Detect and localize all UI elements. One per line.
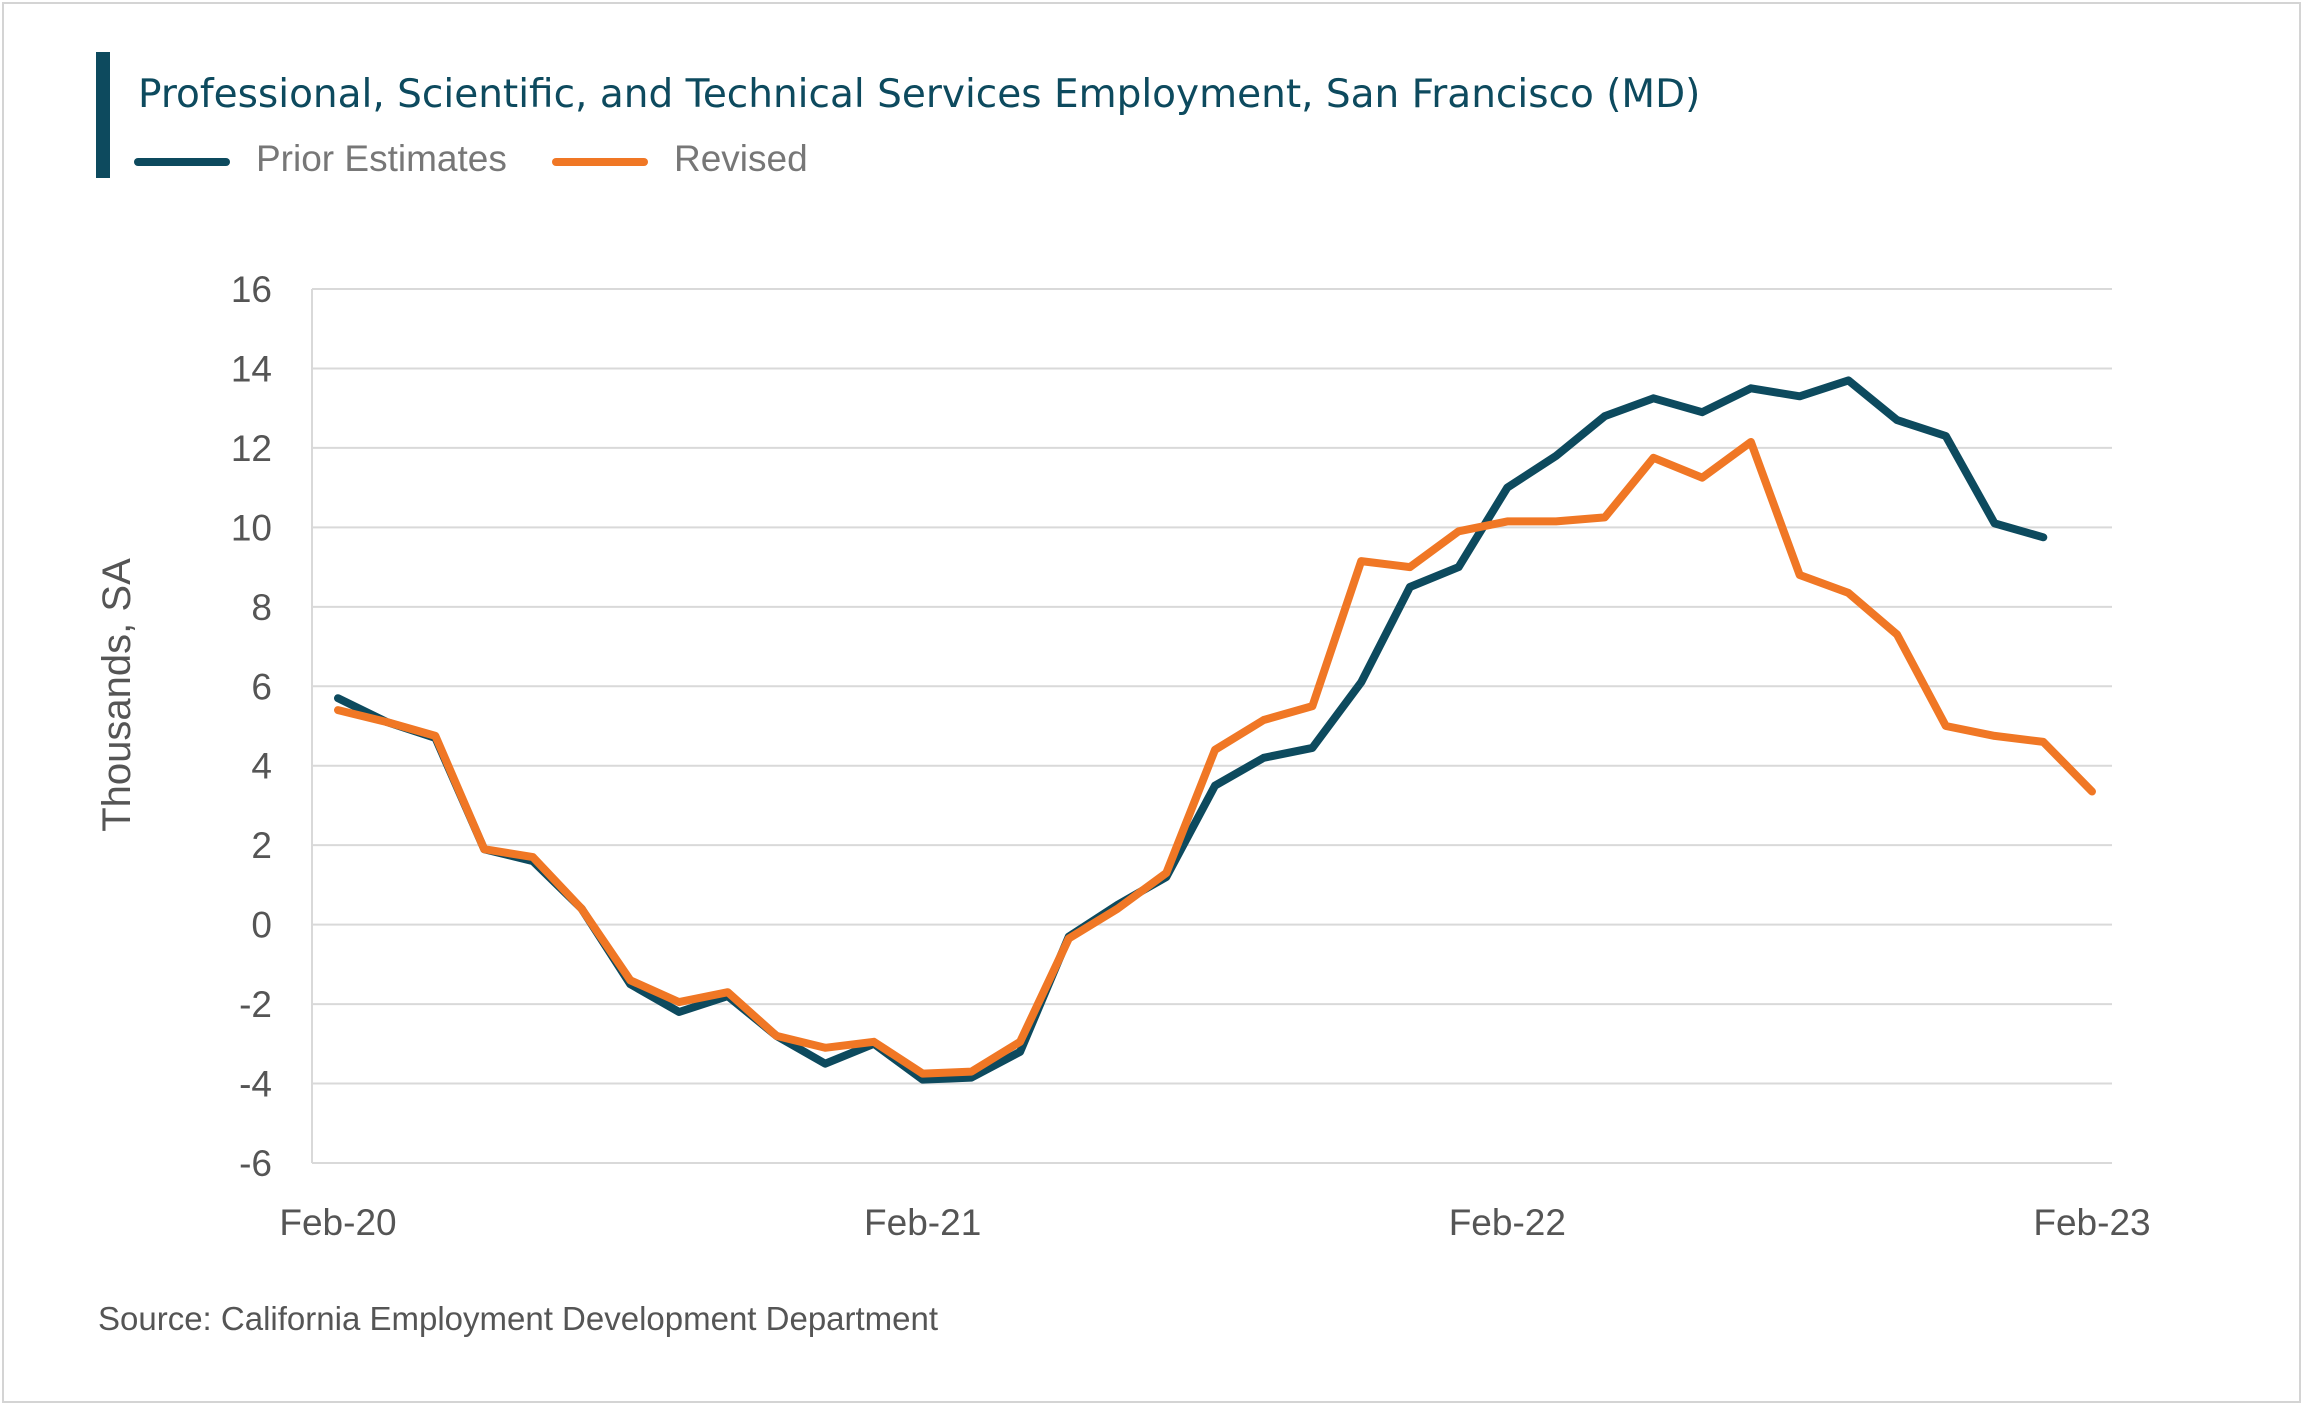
x-axis: Feb-20 Feb-21 Feb-22 Feb-23 (279, 1202, 2150, 1243)
y-tick-label: -2 (239, 984, 272, 1025)
y-tick-label: 4 (251, 746, 272, 787)
y-tick-label: -4 (239, 1064, 272, 1105)
legend-swatch-revised (552, 158, 648, 166)
legend-label-revised: Revised (674, 138, 808, 179)
y-tick-label: 6 (251, 666, 272, 707)
legend-label-prior-estimates: Prior Estimates (256, 138, 507, 179)
x-tick-label: Feb-23 (2033, 1202, 2150, 1243)
y-tick-label: 14 (231, 348, 272, 389)
source-note: Source: California Employment Developmen… (98, 1300, 939, 1337)
y-tick-label: 10 (231, 507, 272, 548)
x-tick-label: Feb-22 (1449, 1202, 1566, 1243)
legend-swatch-prior-estimates (134, 158, 230, 166)
series-line-revised (334, 438, 2096, 1078)
series-lines (334, 376, 2096, 1084)
y-tick-label: 16 (231, 269, 272, 310)
y-axis: 16 14 12 10 8 6 4 2 0 -2 -4 -6 (231, 269, 313, 1184)
y-tick-label: 2 (251, 825, 272, 866)
y-axis-title: Thousands, SA (95, 558, 139, 832)
y-tick-label: 12 (231, 428, 272, 469)
x-tick-label: Feb-20 (279, 1202, 396, 1243)
gridlines (312, 288, 2112, 1164)
y-tick-label: 8 (251, 587, 272, 628)
y-tick-label: -6 (239, 1143, 272, 1184)
chart-title: Professional, Scientific, and Technical … (138, 72, 1701, 117)
title-accent-bar (96, 52, 110, 178)
y-tick-label: 0 (251, 905, 272, 946)
x-tick-label: Feb-21 (864, 1202, 981, 1243)
series-line-prior-estimates (334, 376, 2048, 1084)
